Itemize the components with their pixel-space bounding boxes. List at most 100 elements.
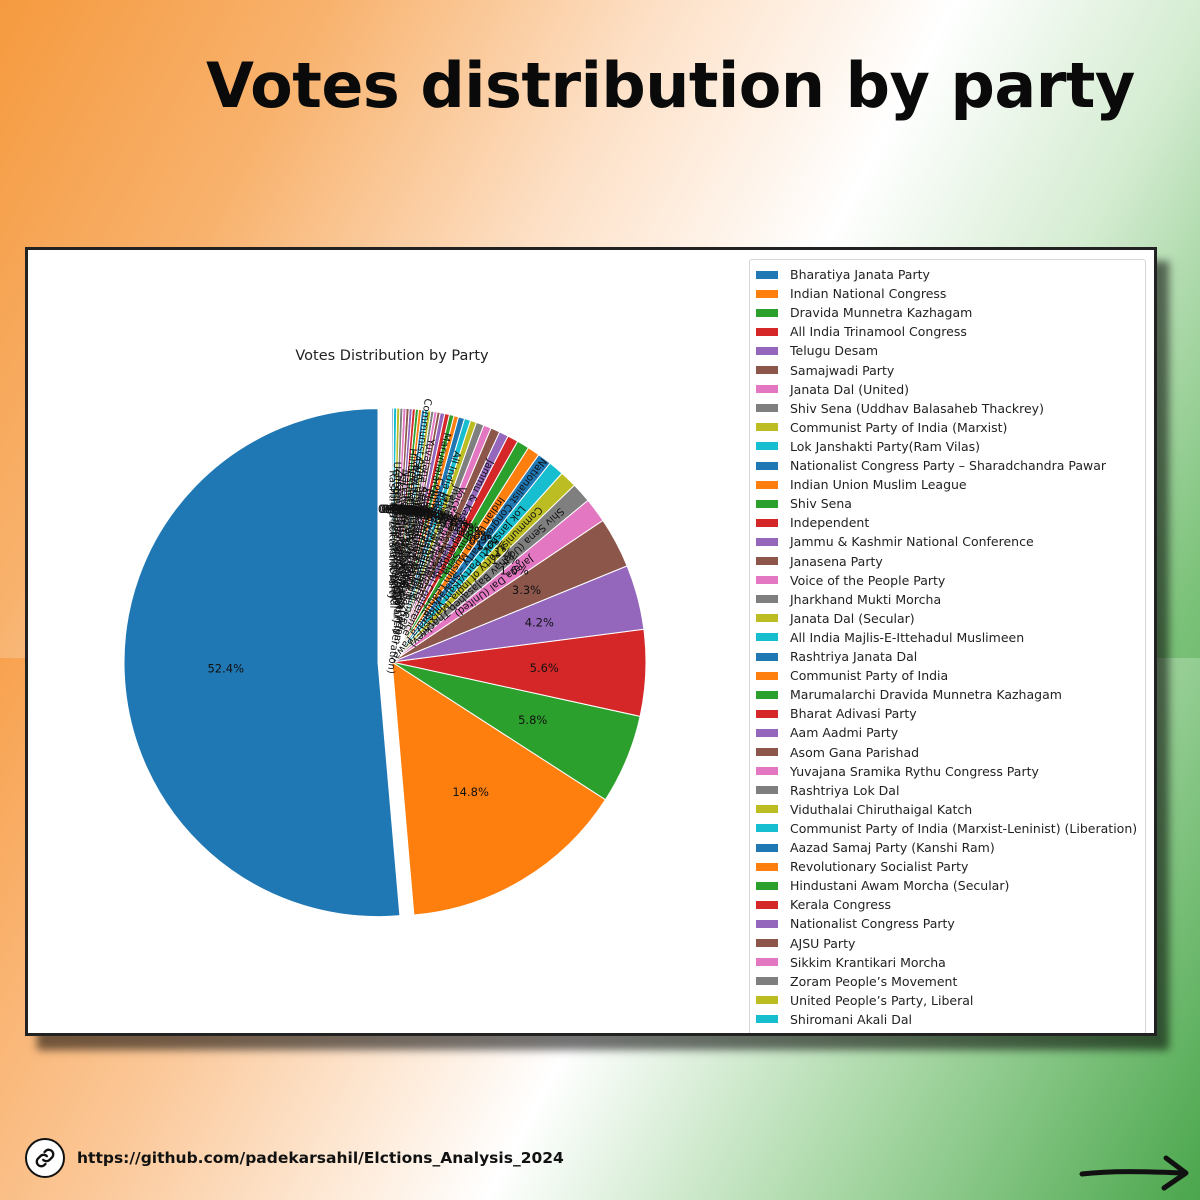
slice-percent-label: 0.9% [469, 533, 498, 547]
legend-item: Communist Party of India [756, 666, 948, 685]
legend-swatch [756, 862, 778, 871]
legend-swatch [756, 1015, 778, 1024]
legend-swatch [756, 270, 778, 279]
legend-item: Indian Union Muslim League [756, 475, 967, 494]
legend-item: Communist Party of India (Marxist-Lenini… [756, 819, 1137, 838]
legend-label: Revolutionary Socialist Party [790, 859, 969, 875]
legend-label: Indian Union Muslim League [790, 477, 967, 493]
slice-percent-label: 0.6% [444, 518, 473, 532]
legend-label: All India Majlis-E-Ittehadul Muslimeen [790, 629, 1025, 645]
legend-item: Aazad Samaj Party (Kanshi Ram) [756, 838, 995, 857]
legend-item: Aam Aadmi Party [756, 723, 898, 742]
slice-percent-label: 0.4% [426, 510, 455, 524]
link-icon[interactable] [25, 1138, 65, 1178]
legend-swatch [756, 518, 778, 527]
legend-swatch [756, 919, 778, 928]
legend-label: Asom Gana Parishad [790, 744, 920, 760]
legend-swatch [756, 805, 778, 814]
legend-item: Hindustani Awam Morcha (Secular) [756, 876, 1009, 895]
legend-swatch [756, 499, 778, 508]
legend-swatch [756, 423, 778, 432]
chart-title: Votes Distribution by Party [295, 348, 489, 364]
legend-label: Marumalarchi Dravida Munnetra Kazhagam [790, 687, 1062, 703]
legend-label: Janata Dal (Secular) [790, 610, 915, 626]
slice-percent-label: 0.4% [423, 509, 452, 523]
legend-swatch [756, 786, 778, 795]
legend-swatch [756, 690, 778, 699]
legend-item: AJSU Party [756, 934, 855, 953]
legend-item: Communist Party of India (Marxist) [756, 418, 1007, 437]
legend-label: All India Trinamool Congress [790, 324, 967, 340]
legend-label: Shiv Sena (Uddhav Balasaheb Thackrey) [790, 400, 1044, 416]
legend-label: United People’s Party, Liberal [790, 992, 974, 1008]
slice-percent-label: 0.2% [398, 503, 427, 517]
legend-label: Telugu Desam [790, 343, 879, 359]
legend-label: Samajwadi Party [790, 362, 895, 378]
legend-swatch [756, 728, 778, 737]
legend-item: Sikkim Krantikari Morcha [756, 953, 946, 972]
legend-label: Shiv Sena [790, 496, 852, 512]
slice-percent-label: 0.2% [396, 503, 425, 517]
slice-percent-label: 0.8% [462, 528, 491, 542]
legend-swatch [756, 939, 778, 947]
legend-label: Aam Aadmi Party [790, 725, 899, 741]
slice-percent-label: 14.8% [452, 785, 489, 799]
legend-label: Nationalist Congress Party – Sharadchand… [790, 458, 1106, 473]
legend-item: United People’s Party, Liberal [756, 991, 973, 1010]
legend-label: Yuvajana Sramika Rythu Congress Party [790, 763, 1039, 779]
slice-percent-label: 3.3% [512, 583, 541, 597]
legend-item: Marumalarchi Dravida Munnetra Kazhagam [756, 685, 1062, 704]
legend-label: Lok Janshakti Party(Ram Vilas) [790, 438, 980, 454]
pie-slice [391, 661, 607, 916]
legend-item: Rashtriya Lok Dal [756, 781, 899, 800]
legend-item: All India Trinamool Congress [756, 322, 967, 341]
slice-percent-label: 0.1% [378, 502, 407, 516]
pie-chart: Votes Distribution by Party Janata Dal (… [123, 348, 647, 918]
slice-percent-label: 0.2% [402, 504, 431, 518]
legend-item: Independent [756, 513, 869, 532]
repo-url[interactable]: https://github.com/padekarsahil/Elctions… [77, 1149, 564, 1167]
arrow-right-icon[interactable] [1078, 1150, 1193, 1195]
legend-label: Independent [790, 515, 870, 531]
slice-percent-label: 0.2% [394, 503, 423, 517]
slice-name-label: AJSU Party [392, 509, 406, 562]
legend-label: Nationalist Congress Party [790, 916, 955, 932]
legend-label: Communist Party of India (Marxist) [790, 419, 1008, 435]
legend-item: Yuvajana Sramika Rythu Congress Party [756, 762, 1039, 781]
legend-swatch [756, 385, 778, 394]
repo-link[interactable]: https://github.com/padekarsahil/Elctions… [25, 1138, 564, 1178]
legend-swatch [756, 633, 778, 642]
legend-swatch [756, 442, 778, 451]
legend-label: Janata Dal (United) [790, 381, 910, 397]
legend-item: Bharat Adivasi Party [756, 704, 917, 723]
legend-swatch [756, 537, 778, 546]
legend-swatch [756, 881, 778, 890]
slice-percent-label: 5.6% [530, 661, 559, 675]
legend-item: Voice of the People Party [756, 571, 945, 590]
pie-slice [391, 407, 395, 663]
legend-swatch [756, 748, 778, 756]
legend-item: Nationalist Congress Party – Sharadchand… [756, 456, 1106, 475]
legend-label: Bharatiya Janata Party [790, 267, 930, 282]
legend-swatch [756, 557, 778, 565]
legend-item: Jharkhand Mukti Morcha [756, 590, 941, 609]
slice-percent-label: 0.5% [435, 513, 464, 527]
legend-item: Viduthalai Chiruthaigal Katch [756, 800, 972, 819]
headline-text: Votes distribution by party [206, 48, 1135, 122]
slice-percent-label: 0.2% [391, 503, 420, 517]
legend-item: Janasena Party [756, 552, 883, 571]
legend-item: Samajwadi Party [756, 361, 894, 380]
legend-swatch [756, 671, 778, 680]
slice-percent-label: 0.8% [456, 524, 485, 538]
legend-swatch [756, 404, 778, 413]
legend-label: Jharkhand Mukti Morcha [790, 591, 942, 607]
legend-swatch [756, 327, 778, 336]
legend-swatch [756, 824, 778, 833]
legend-swatch [756, 366, 778, 374]
pie-slice [123, 408, 401, 918]
slice-percent-label: 0.3% [408, 505, 437, 519]
legend-label: Sikkim Krantikari Morcha [790, 954, 946, 970]
slice-name-label: Rashtriya Loktantrik Party [386, 470, 397, 600]
slice-percent-label: 0.2% [400, 504, 429, 518]
chart-legend: Bharatiya Janata Party Indian National Co… [749, 259, 1146, 1033]
